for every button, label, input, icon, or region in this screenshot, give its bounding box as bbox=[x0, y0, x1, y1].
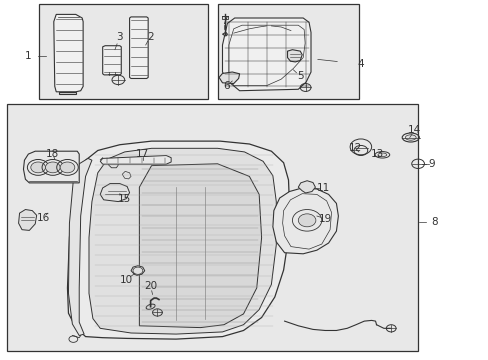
Text: 11: 11 bbox=[316, 183, 330, 193]
Polygon shape bbox=[129, 17, 148, 78]
Polygon shape bbox=[272, 188, 338, 254]
Circle shape bbox=[31, 162, 45, 173]
Text: 5: 5 bbox=[296, 71, 303, 81]
Ellipse shape bbox=[405, 135, 415, 140]
Bar bbox=[221, 16, 228, 19]
Polygon shape bbox=[89, 148, 276, 334]
Polygon shape bbox=[54, 14, 83, 92]
Text: 7: 7 bbox=[220, 16, 227, 26]
Text: 17: 17 bbox=[136, 149, 149, 159]
Text: 16: 16 bbox=[36, 213, 50, 223]
Ellipse shape bbox=[377, 153, 386, 157]
Polygon shape bbox=[59, 92, 76, 94]
Polygon shape bbox=[102, 46, 121, 75]
Bar bbox=[7, 104, 417, 351]
Polygon shape bbox=[23, 151, 79, 183]
Bar bbox=[39, 4, 207, 99]
Text: 12: 12 bbox=[347, 143, 361, 153]
Circle shape bbox=[298, 214, 315, 227]
Polygon shape bbox=[222, 32, 227, 36]
Text: 20: 20 bbox=[144, 281, 157, 291]
Text: 2: 2 bbox=[146, 32, 153, 42]
Polygon shape bbox=[219, 72, 239, 84]
Text: 3: 3 bbox=[116, 32, 123, 42]
Text: 9: 9 bbox=[427, 159, 434, 169]
Polygon shape bbox=[19, 210, 37, 230]
Text: 4: 4 bbox=[357, 59, 364, 69]
Polygon shape bbox=[139, 164, 261, 328]
Polygon shape bbox=[68, 158, 92, 336]
Text: 18: 18 bbox=[46, 149, 60, 159]
Text: 6: 6 bbox=[223, 81, 230, 91]
Text: 19: 19 bbox=[318, 214, 332, 224]
Text: 13: 13 bbox=[370, 149, 384, 159]
Polygon shape bbox=[298, 181, 315, 193]
Polygon shape bbox=[100, 184, 129, 202]
Text: 14: 14 bbox=[407, 125, 421, 135]
Polygon shape bbox=[122, 171, 131, 179]
Polygon shape bbox=[287, 50, 302, 62]
Text: 10: 10 bbox=[120, 275, 132, 285]
Circle shape bbox=[60, 162, 75, 173]
Text: 8: 8 bbox=[430, 217, 437, 228]
Polygon shape bbox=[100, 156, 171, 164]
Polygon shape bbox=[131, 266, 144, 275]
Text: 15: 15 bbox=[118, 194, 131, 204]
Circle shape bbox=[45, 162, 60, 173]
Text: 1: 1 bbox=[25, 51, 32, 61]
Polygon shape bbox=[67, 141, 289, 339]
Polygon shape bbox=[108, 160, 118, 168]
Polygon shape bbox=[222, 18, 310, 91]
Bar bbox=[217, 4, 359, 99]
